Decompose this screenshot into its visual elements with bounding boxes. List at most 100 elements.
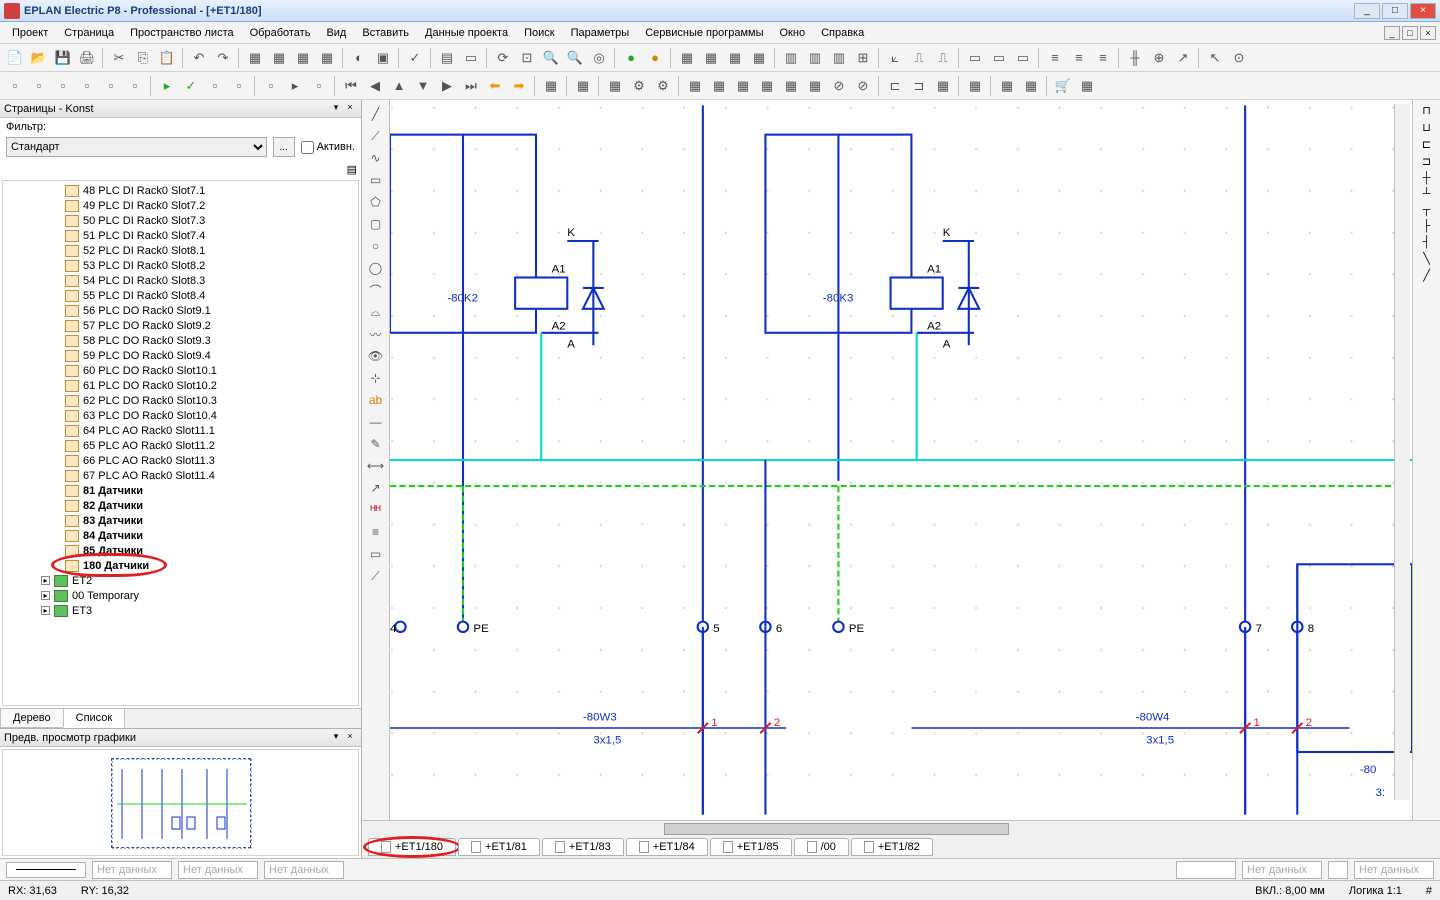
- ellipse-icon[interactable]: ◯: [365, 258, 387, 278]
- print-icon[interactable]: 🖨: [76, 47, 98, 69]
- tool-icon[interactable]: ⊘: [852, 75, 874, 97]
- mdi-close[interactable]: ×: [1420, 26, 1436, 40]
- new-icon[interactable]: 📄: [4, 47, 26, 69]
- symbol-icon[interactable]: ⊐: [1422, 155, 1431, 168]
- tool-icon[interactable]: ≡: [1044, 47, 1066, 69]
- tool-icon[interactable]: ▦: [932, 75, 954, 97]
- tool-icon[interactable]: ▦: [1020, 75, 1042, 97]
- nav-next-icon[interactable]: ▶: [436, 75, 458, 97]
- tool-icon[interactable]: ▣: [372, 47, 394, 69]
- tool-icon[interactable]: ▫: [52, 75, 74, 97]
- nav-prev-icon[interactable]: ◀: [364, 75, 386, 97]
- page-tab[interactable]: /00: [794, 838, 849, 856]
- tool-icon[interactable]: ╫: [1124, 47, 1146, 69]
- tool-icon[interactable]: ▭: [365, 544, 387, 564]
- hhh-icon[interactable]: ᴴᴴ: [365, 500, 387, 520]
- menu-Данные проекта[interactable]: Данные проекта: [417, 25, 516, 41]
- poly-icon[interactable]: ⬠: [365, 192, 387, 212]
- zoom-in-icon[interactable]: 🔍: [540, 47, 562, 69]
- page-item[interactable]: 85 Датчики: [5, 543, 356, 558]
- tool-icon[interactable]: ▦: [684, 75, 706, 97]
- tree-options-icon[interactable]: ▤: [347, 164, 357, 176]
- tool-icon[interactable]: ●: [620, 47, 642, 69]
- symbol-icon[interactable]: ┼: [1423, 172, 1431, 184]
- zoom-fit-icon[interactable]: ⊡: [516, 47, 538, 69]
- polyline-icon[interactable]: ⟋: [365, 126, 387, 146]
- page-item[interactable]: 52 PLC DI Rack0 Slot8.1: [5, 243, 356, 258]
- tool-icon[interactable]: ▦: [756, 75, 778, 97]
- nav-fwd-icon[interactable]: ➡: [508, 75, 530, 97]
- page-item[interactable]: 49 PLC DI Rack0 Slot7.2: [5, 198, 356, 213]
- tool-icon[interactable]: ▦: [1076, 75, 1098, 97]
- filter-active-checkbox[interactable]: Активн.: [301, 141, 355, 154]
- copy-icon[interactable]: ⎘: [132, 47, 154, 69]
- tool-icon[interactable]: ▦: [780, 75, 802, 97]
- tool-icon[interactable]: ▫: [228, 75, 250, 97]
- tool-icon[interactable]: ✓: [180, 75, 202, 97]
- open-icon[interactable]: 📂: [28, 47, 50, 69]
- menu-Пространство листа[interactable]: Пространство листа: [122, 25, 242, 41]
- undo-icon[interactable]: ↶: [188, 47, 210, 69]
- symbol-icon[interactable]: ╲: [1423, 252, 1430, 265]
- tool-icon[interactable]: ▫: [76, 75, 98, 97]
- pages-tree[interactable]: 48 PLC DI Rack0 Slot7.149 PLC DI Rack0 S…: [2, 180, 359, 706]
- page-item[interactable]: 83 Датчики: [5, 513, 356, 528]
- minimize-button[interactable]: _: [1354, 3, 1380, 19]
- redo-icon[interactable]: ↷: [212, 47, 234, 69]
- nav-up-icon[interactable]: ▲: [388, 75, 410, 97]
- tool-icon[interactable]: ▤: [436, 47, 458, 69]
- page-tab[interactable]: +ET1/82: [851, 838, 933, 856]
- tool-icon[interactable]: ▫: [260, 75, 282, 97]
- spline-icon[interactable]: 〰: [365, 324, 387, 344]
- page-item[interactable]: 51 PLC DI Rack0 Slot7.4: [5, 228, 356, 243]
- tool-icon[interactable]: ⊘: [828, 75, 850, 97]
- tool-icon[interactable]: ⚙: [652, 75, 674, 97]
- rect2-icon[interactable]: ▢: [365, 214, 387, 234]
- combo-nodata[interactable]: Нет данных: [178, 861, 258, 879]
- panel-close-icon[interactable]: ×: [343, 102, 357, 116]
- page-item[interactable]: 59 PLC DO Rack0 Slot9.4: [5, 348, 356, 363]
- tool-icon[interactable]: ▫: [204, 75, 226, 97]
- combo-nodata[interactable]: Нет данных: [92, 861, 172, 879]
- tool-icon[interactable]: ▫: [100, 75, 122, 97]
- tool-icon[interactable]: ▭: [964, 47, 986, 69]
- combo-small[interactable]: [1176, 861, 1236, 879]
- page-item[interactable]: 53 PLC DI Rack0 Slot8.2: [5, 258, 356, 273]
- tree-node[interactable]: ▸00 Temporary: [5, 588, 356, 603]
- rect-icon[interactable]: ▭: [365, 170, 387, 190]
- page-item[interactable]: 82 Датчики: [5, 498, 356, 513]
- page-item[interactable]: 81 Датчики: [5, 483, 356, 498]
- menu-Страница[interactable]: Страница: [56, 25, 122, 41]
- grid-icon[interactable]: ▦: [676, 47, 698, 69]
- tool-icon[interactable]: ⚙: [628, 75, 650, 97]
- tool-icon[interactable]: ▦: [604, 75, 626, 97]
- preview-thumbnail[interactable]: [2, 749, 359, 856]
- tool-icon[interactable]: ▭: [460, 47, 482, 69]
- tool-icon[interactable]: ▫: [308, 75, 330, 97]
- cursor-icon[interactable]: ↖: [1204, 47, 1226, 69]
- filter-select[interactable]: Стандарт: [6, 137, 267, 157]
- tool-icon[interactable]: ◎: [588, 47, 610, 69]
- zoom-out-icon[interactable]: 🔍: [564, 47, 586, 69]
- symbol-icon[interactable]: ┬: [1423, 204, 1431, 216]
- page-item[interactable]: 58 PLC DO Rack0 Slot9.3: [5, 333, 356, 348]
- nav-back-icon[interactable]: ⬅: [484, 75, 506, 97]
- tool-icon[interactable]: ⟋: [365, 566, 387, 586]
- scrollbar-horizontal[interactable]: [362, 820, 1440, 836]
- menu-Вставить[interactable]: Вставить: [354, 25, 417, 41]
- tool-icon[interactable]: ≡: [1068, 47, 1090, 69]
- layout-icon[interactable]: ⊞: [852, 47, 874, 69]
- tool-icon[interactable]: ⊐: [908, 75, 930, 97]
- preview-close-icon[interactable]: ×: [343, 731, 357, 745]
- tool-icon[interactable]: ◐: [348, 47, 370, 69]
- line2-icon[interactable]: —: [365, 412, 387, 432]
- tool-icon[interactable]: ▦: [572, 75, 594, 97]
- circle-icon[interactable]: ○: [365, 236, 387, 256]
- line-style-preview[interactable]: [6, 862, 86, 878]
- maximize-button[interactable]: □: [1382, 3, 1408, 19]
- page-item[interactable]: 63 PLC DO Rack0 Slot10.4: [5, 408, 356, 423]
- grid-icon[interactable]: ▦: [724, 47, 746, 69]
- tool-icon[interactable]: ▫: [4, 75, 26, 97]
- menu-Окно[interactable]: Окно: [772, 25, 814, 41]
- page-item[interactable]: 48 PLC DI Rack0 Slot7.1: [5, 183, 356, 198]
